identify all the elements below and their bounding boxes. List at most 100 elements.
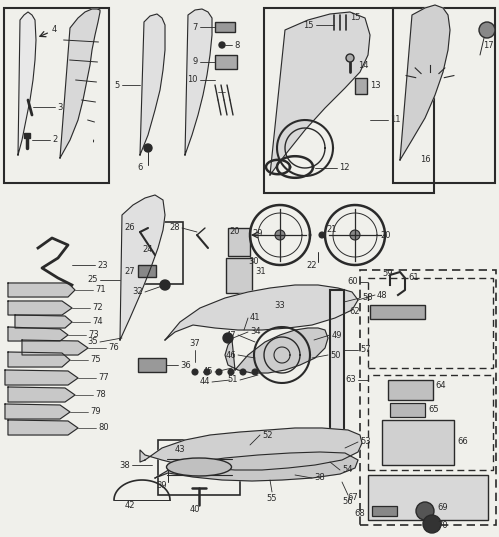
- Text: 27: 27: [124, 266, 135, 275]
- Text: 76: 76: [108, 343, 119, 352]
- Text: 37: 37: [190, 339, 201, 348]
- Polygon shape: [185, 9, 212, 155]
- Text: 15: 15: [303, 20, 314, 30]
- Bar: [264, 8, 434, 193]
- Text: 20: 20: [230, 228, 240, 236]
- Circle shape: [144, 144, 152, 152]
- Text: 28: 28: [169, 223, 180, 233]
- Text: 78: 78: [95, 390, 106, 400]
- Circle shape: [350, 230, 360, 240]
- Polygon shape: [18, 12, 36, 155]
- Circle shape: [275, 230, 285, 240]
- Bar: [215, 22, 235, 32]
- Circle shape: [204, 369, 210, 375]
- Text: 41: 41: [250, 314, 260, 323]
- Text: 9: 9: [193, 57, 198, 67]
- Text: 77: 77: [98, 373, 109, 382]
- Circle shape: [192, 369, 198, 375]
- Circle shape: [319, 232, 325, 238]
- Text: 35: 35: [87, 337, 98, 346]
- Ellipse shape: [167, 458, 232, 476]
- Text: 44: 44: [200, 378, 210, 387]
- Polygon shape: [8, 387, 75, 402]
- Bar: [228, 228, 250, 256]
- Text: 42: 42: [125, 500, 135, 510]
- Text: 39: 39: [157, 481, 167, 490]
- Text: 59: 59: [382, 268, 393, 278]
- Text: 74: 74: [92, 317, 103, 326]
- Circle shape: [223, 333, 233, 343]
- Bar: [215, 55, 237, 69]
- Circle shape: [479, 22, 495, 38]
- Text: 72: 72: [92, 303, 103, 313]
- Bar: [355, 78, 367, 94]
- Circle shape: [240, 369, 246, 375]
- Text: 10: 10: [188, 76, 198, 84]
- Text: 34: 34: [250, 328, 260, 337]
- Text: 53: 53: [360, 438, 371, 446]
- Text: 33: 33: [274, 301, 285, 309]
- Polygon shape: [140, 428, 362, 470]
- Text: 16: 16: [420, 156, 430, 164]
- Text: 67: 67: [347, 492, 358, 502]
- Text: 58: 58: [362, 294, 373, 302]
- Text: 8: 8: [234, 40, 240, 49]
- Polygon shape: [8, 301, 72, 315]
- Polygon shape: [140, 14, 165, 155]
- Bar: [226, 258, 252, 293]
- Text: 23: 23: [97, 260, 108, 270]
- Text: 6: 6: [137, 163, 143, 171]
- Text: 31: 31: [255, 267, 265, 277]
- Text: 55: 55: [267, 494, 277, 503]
- Bar: [360, 270, 496, 525]
- Text: 60: 60: [347, 278, 358, 287]
- Text: 5: 5: [115, 81, 120, 90]
- Text: 70: 70: [437, 521, 448, 531]
- Polygon shape: [60, 9, 100, 158]
- Bar: [368, 278, 493, 368]
- Text: 15: 15: [350, 13, 360, 23]
- Text: 21: 21: [326, 226, 336, 235]
- Circle shape: [423, 515, 441, 533]
- Text: 13: 13: [370, 82, 381, 91]
- Text: 40: 40: [190, 505, 200, 514]
- Text: 80: 80: [98, 423, 109, 432]
- Text: 54: 54: [342, 466, 352, 475]
- Text: 65: 65: [428, 405, 439, 415]
- Text: 51: 51: [228, 375, 238, 384]
- Text: 25: 25: [87, 275, 98, 285]
- Circle shape: [160, 280, 170, 290]
- Circle shape: [228, 369, 234, 375]
- Text: 12: 12: [339, 163, 349, 172]
- Text: 22: 22: [307, 260, 317, 270]
- Text: 14: 14: [358, 61, 368, 69]
- Bar: [368, 475, 488, 520]
- Circle shape: [151, 226, 159, 234]
- Text: 3: 3: [57, 103, 62, 112]
- Text: 68: 68: [354, 510, 365, 519]
- Polygon shape: [120, 195, 165, 340]
- Text: 56: 56: [343, 497, 353, 506]
- Text: 36: 36: [180, 360, 191, 369]
- Text: 63: 63: [345, 375, 356, 384]
- Polygon shape: [8, 352, 70, 367]
- Bar: [372, 506, 397, 516]
- Text: 20: 20: [380, 230, 391, 240]
- Text: 2: 2: [52, 135, 57, 144]
- Bar: [388, 380, 433, 400]
- Text: 48: 48: [377, 291, 388, 300]
- Polygon shape: [5, 370, 78, 385]
- Bar: [4, 8, 109, 183]
- Text: 52: 52: [262, 431, 272, 439]
- Polygon shape: [225, 328, 328, 373]
- Polygon shape: [22, 340, 88, 355]
- Bar: [330, 290, 344, 465]
- Text: 7: 7: [193, 23, 198, 32]
- Text: 71: 71: [95, 286, 106, 294]
- Text: 38: 38: [314, 474, 325, 483]
- Circle shape: [416, 502, 434, 520]
- Text: 38: 38: [119, 461, 130, 469]
- Polygon shape: [155, 452, 358, 481]
- Text: 66: 66: [457, 438, 468, 446]
- Circle shape: [219, 42, 225, 48]
